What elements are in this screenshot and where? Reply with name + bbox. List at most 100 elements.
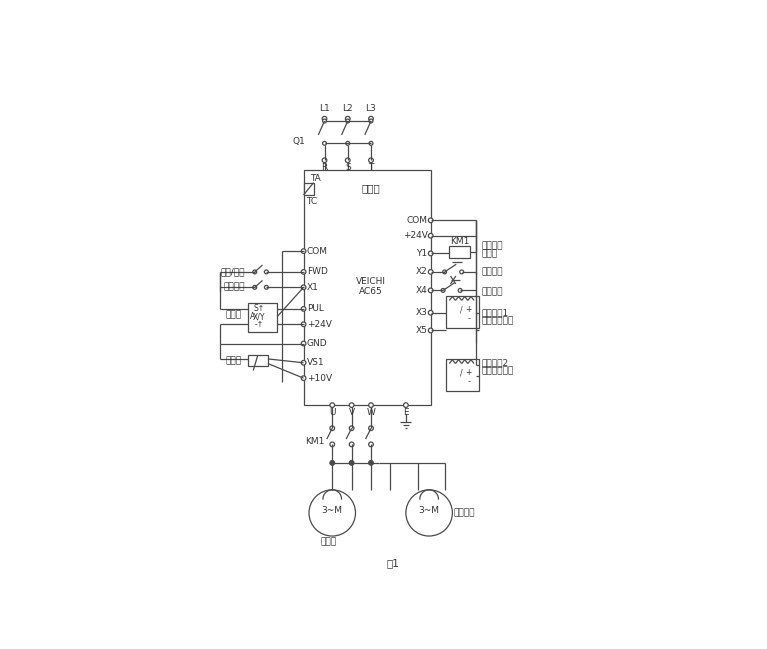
Text: X5: X5 — [416, 326, 427, 335]
Circle shape — [403, 403, 408, 408]
Circle shape — [253, 286, 257, 289]
Bar — [248, 355, 268, 366]
Text: X/Y: X/Y — [253, 312, 265, 321]
Text: S↑: S↑ — [254, 304, 265, 313]
Circle shape — [428, 328, 433, 333]
Circle shape — [323, 141, 327, 145]
Text: -: - — [467, 314, 470, 323]
Text: U: U — [329, 408, 335, 417]
Text: KM1: KM1 — [449, 237, 469, 245]
Circle shape — [428, 234, 433, 238]
Text: 光电开关1: 光电开关1 — [481, 308, 509, 317]
Circle shape — [349, 403, 354, 408]
Text: W: W — [367, 408, 375, 417]
Circle shape — [322, 158, 327, 163]
Text: +10V: +10V — [307, 374, 332, 383]
Circle shape — [330, 403, 334, 408]
Circle shape — [265, 286, 268, 289]
Text: L3: L3 — [366, 104, 377, 113]
Circle shape — [369, 403, 374, 408]
Circle shape — [443, 270, 446, 274]
Circle shape — [369, 442, 374, 447]
Circle shape — [265, 270, 268, 274]
Bar — [449, 246, 470, 258]
Text: +24V: +24V — [403, 231, 427, 240]
Circle shape — [428, 288, 433, 293]
Circle shape — [301, 376, 306, 380]
Text: R: R — [321, 163, 328, 172]
Text: 编码器: 编码器 — [225, 310, 242, 319]
Circle shape — [330, 442, 334, 447]
Circle shape — [323, 119, 327, 123]
Text: E: E — [403, 408, 409, 417]
Text: AC65: AC65 — [359, 287, 383, 296]
Text: 变频器: 变频器 — [361, 183, 380, 193]
Text: 3~M: 3~M — [321, 506, 343, 515]
Text: +: + — [466, 368, 472, 377]
Bar — [248, 302, 277, 332]
Bar — [446, 359, 479, 391]
Circle shape — [330, 426, 334, 430]
Circle shape — [428, 251, 433, 256]
Circle shape — [428, 218, 433, 223]
Circle shape — [441, 288, 445, 292]
Circle shape — [369, 426, 374, 430]
Circle shape — [459, 270, 463, 274]
Text: TA: TA — [310, 174, 321, 183]
Text: 电位器: 电位器 — [225, 357, 242, 366]
Text: VS1: VS1 — [307, 358, 324, 367]
Circle shape — [369, 461, 374, 465]
Text: A: A — [250, 312, 255, 321]
Text: VEICHI: VEICHI — [356, 277, 386, 286]
Text: TC: TC — [306, 197, 317, 206]
Text: 控制铡刀位置: 控制铡刀位置 — [481, 316, 513, 325]
Text: 光电开关2: 光电开关2 — [481, 358, 509, 367]
Text: X3: X3 — [416, 308, 427, 317]
Circle shape — [349, 461, 354, 465]
Text: FWD: FWD — [307, 267, 328, 276]
Text: COM: COM — [307, 247, 328, 256]
Circle shape — [301, 269, 306, 275]
Circle shape — [301, 322, 306, 326]
Circle shape — [301, 360, 306, 365]
Circle shape — [345, 158, 350, 163]
Text: 图1: 图1 — [387, 558, 399, 568]
Circle shape — [301, 285, 306, 289]
Circle shape — [349, 442, 354, 447]
Bar — [446, 296, 479, 328]
Bar — [304, 170, 431, 405]
Circle shape — [301, 306, 306, 311]
Text: 接触器: 接触器 — [481, 249, 497, 258]
Circle shape — [301, 341, 306, 346]
Text: 主电机: 主电机 — [321, 537, 337, 546]
Circle shape — [458, 288, 462, 292]
Text: KM1: KM1 — [305, 437, 324, 446]
Circle shape — [346, 141, 350, 145]
Text: +: + — [466, 305, 472, 314]
Bar — [304, 182, 314, 195]
Circle shape — [330, 461, 334, 465]
Text: /: / — [459, 305, 463, 314]
Text: L1: L1 — [319, 104, 330, 113]
Circle shape — [309, 490, 355, 536]
Text: -: - — [467, 378, 470, 387]
Text: X4: X4 — [416, 286, 427, 295]
Text: 启动/停止: 启动/停止 — [221, 267, 245, 276]
Text: 铡刀电机: 铡刀电机 — [454, 508, 476, 517]
Text: T: T — [368, 163, 374, 172]
Text: /: / — [459, 368, 463, 377]
Text: PUL: PUL — [307, 304, 324, 313]
Circle shape — [369, 158, 374, 163]
Circle shape — [406, 490, 453, 536]
Circle shape — [349, 426, 354, 430]
Circle shape — [369, 141, 373, 145]
Text: -↑: -↑ — [255, 320, 264, 329]
Circle shape — [346, 119, 350, 123]
Text: COM: COM — [407, 216, 427, 225]
Text: 控制铡刀: 控制铡刀 — [481, 241, 502, 251]
Text: S: S — [345, 163, 351, 172]
Circle shape — [369, 116, 374, 121]
Text: GND: GND — [307, 339, 328, 348]
Text: 第二宽度: 第二宽度 — [224, 283, 245, 292]
Text: 3~M: 3~M — [419, 506, 439, 515]
